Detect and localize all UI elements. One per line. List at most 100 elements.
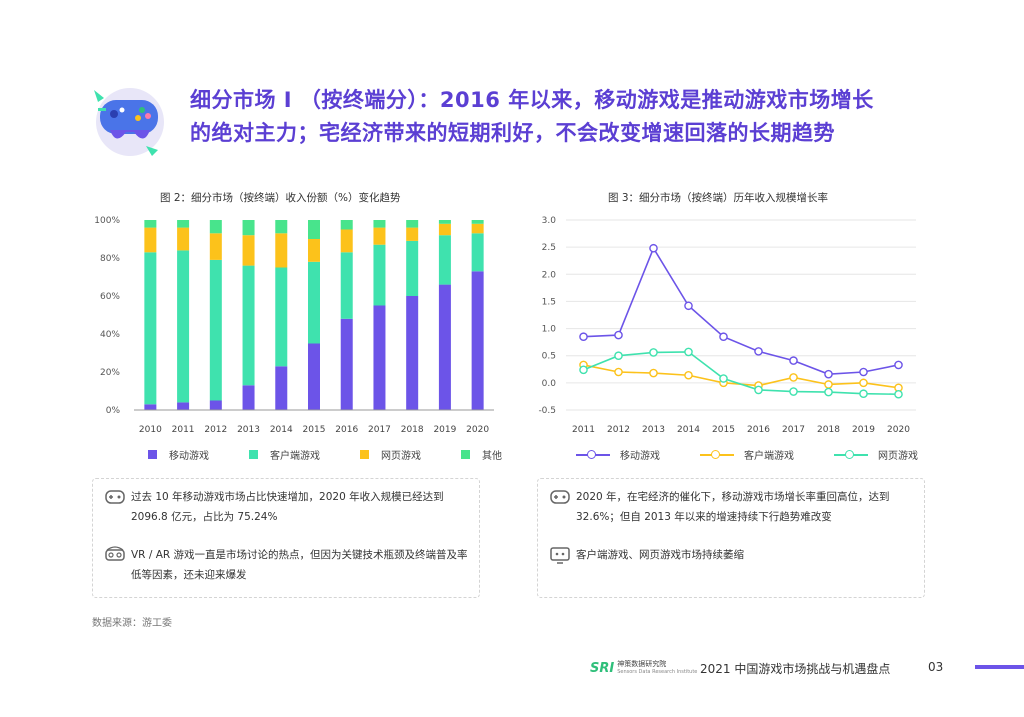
- bar-segment-2: [275, 267, 288, 367]
- y-tick-label: 1.0: [542, 325, 557, 335]
- legend-item-client: 客户端游戏: [249, 447, 320, 462]
- bar-segment-2: [308, 261, 320, 344]
- x-tick-label: 2019: [852, 425, 875, 435]
- note-text: 客户端游戏、网页游戏市场持续萎缩: [576, 549, 744, 561]
- legend-label: 客户端游戏: [744, 451, 794, 462]
- vr-headset-icon: [105, 546, 125, 561]
- data-point: [649, 348, 658, 357]
- data-point: [719, 374, 728, 383]
- y-tick-label: 1.5: [542, 297, 556, 307]
- data-point: [824, 387, 833, 397]
- bar-segment-1: [275, 366, 288, 410]
- data-point: [754, 347, 763, 356]
- legend-label: 移动游戏: [169, 451, 209, 462]
- bar-segment-1: [308, 343, 320, 410]
- legend-label: 其他: [482, 451, 502, 462]
- x-tick-label: 2019: [433, 425, 456, 435]
- report-title: 2021 中国游戏市场挑战与机遇盘点: [700, 662, 891, 676]
- note-text: 过去 10 年移动游戏市场占比快速增加，2020 年收入规模已经达到 2096.…: [131, 491, 444, 523]
- data-point: [894, 389, 903, 399]
- bar-segment-4: [242, 220, 255, 236]
- x-tick-label: 2011: [172, 425, 195, 435]
- legend-item-web: 网页游戏: [360, 447, 421, 462]
- legend-item-mobile: 移动游戏: [576, 447, 660, 462]
- bar-segment-2: [177, 250, 190, 403]
- note-text: VR / AR 游戏一直是市场讨论的热点，但因为关键技术瓶颈及终端普及率低等因素…: [131, 549, 468, 581]
- y-tick-label: 80%: [100, 254, 120, 264]
- y-tick-label: 0.5: [542, 352, 556, 362]
- x-tick-label: 2015: [303, 425, 326, 435]
- data-point: [754, 385, 763, 395]
- series-line-1: [583, 246, 899, 375]
- legend-label: 移动游戏: [620, 451, 660, 462]
- data-point: [614, 351, 623, 361]
- bar-segment-3: [144, 227, 157, 253]
- x-tick-label: 2012: [204, 425, 227, 435]
- bar-segment-4: [438, 220, 451, 224]
- bar-segment-3: [209, 233, 222, 260]
- notes-box-left: 过去 10 年移动游戏市场占比快速增加，2020 年收入规模已经达到 2096.…: [92, 478, 480, 598]
- bar-segment-3: [275, 233, 288, 268]
- bar-segment-3: [406, 227, 419, 241]
- bar-segment-1: [242, 385, 255, 410]
- bar-segment-3: [471, 223, 484, 234]
- page-number: 03: [928, 660, 944, 674]
- monitor-icon: [550, 547, 570, 564]
- data-point: [614, 330, 623, 340]
- bar-segment-1: [406, 296, 419, 410]
- data-point: [789, 387, 798, 396]
- data-point: [579, 332, 588, 342]
- x-tick-label: 2020: [466, 425, 489, 435]
- data-point: [824, 380, 833, 389]
- legend-line-mobile: [576, 449, 610, 460]
- page-title-line-2: 的绝对主力；宅经济带来的短期利好，不会改变增速回落的长期趋势: [190, 121, 835, 145]
- legend-line-client: [700, 449, 734, 460]
- x-tick-label: 2015: [712, 425, 735, 435]
- series-line-3: [583, 351, 899, 396]
- x-tick-label: 2011: [572, 425, 595, 435]
- bar-segment-2: [406, 240, 419, 296]
- bar-segment-2: [340, 252, 353, 319]
- y-tick-label: 60%: [100, 292, 120, 302]
- bar-segment-3: [308, 239, 320, 262]
- bar-segment-1: [144, 404, 157, 410]
- legend-swatch-mobile: [148, 450, 157, 459]
- bar-segment-3: [373, 227, 386, 245]
- data-point: [579, 365, 588, 375]
- legend-item-other: 其他: [461, 447, 502, 462]
- data-point: [684, 301, 693, 311]
- bar-segment-1: [471, 271, 484, 410]
- bar-segment-2: [373, 244, 386, 306]
- bar-segment-4: [144, 220, 157, 228]
- sri-logo-mark: SRI: [590, 660, 615, 676]
- bar-segment-4: [177, 220, 190, 228]
- data-point: [684, 370, 693, 380]
- bar-segment-3: [340, 229, 353, 253]
- legend-item-mobile: 移动游戏: [148, 447, 209, 462]
- data-point: [649, 368, 658, 378]
- org-name-en: Sensors Data Research Institute: [617, 669, 698, 675]
- x-tick-label: 2010: [139, 425, 162, 435]
- x-tick-label: 2014: [270, 425, 293, 435]
- bar-segment-2: [209, 259, 222, 401]
- x-tick-label: 2013: [237, 425, 260, 435]
- bar-segment-1: [373, 305, 386, 410]
- bar-segment-4: [308, 220, 320, 239]
- legend-item-web: 网页游戏: [834, 447, 918, 462]
- bar-segment-2: [438, 235, 451, 285]
- y-tick-label: 0%: [106, 406, 121, 416]
- bar-chart-legend: 移动游戏 客户端游戏 网页游戏 其他: [148, 447, 542, 462]
- y-tick-label: 3.0: [542, 216, 557, 226]
- x-tick-label: 2016: [335, 425, 358, 435]
- bar-segment-1: [177, 402, 190, 410]
- bar-segment-4: [340, 220, 353, 230]
- bar-segment-4: [275, 220, 288, 234]
- bar-segment-3: [177, 227, 190, 251]
- org-name-cn: 神策数据研究院: [617, 660, 667, 668]
- data-source: 数据来源：游工委: [92, 618, 172, 629]
- y-tick-label: 100%: [94, 216, 120, 226]
- bar-segment-3: [242, 235, 255, 266]
- data-point: [789, 356, 798, 365]
- bar-segment-4: [209, 220, 222, 234]
- data-point: [684, 347, 693, 357]
